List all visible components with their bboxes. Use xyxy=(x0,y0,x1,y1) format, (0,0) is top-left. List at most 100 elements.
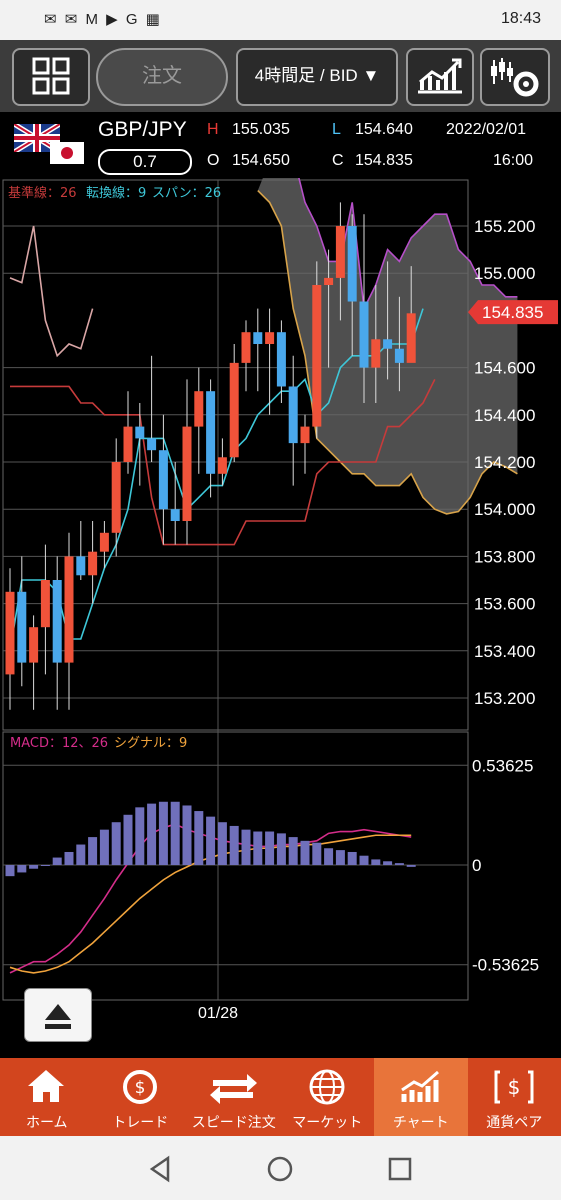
candle-body xyxy=(206,391,216,474)
macd-histogram-bar xyxy=(52,857,62,865)
candlestick xyxy=(88,521,98,604)
price-tick-label: 153.200 xyxy=(474,689,535,708)
candle-body xyxy=(229,362,239,458)
macd-histogram-bar xyxy=(194,811,204,865)
price-tick-label: 155.200 xyxy=(474,217,535,236)
candlestick xyxy=(241,320,251,392)
macd-histogram-bar xyxy=(206,816,216,865)
candle-body xyxy=(52,580,62,663)
spread-badge: 0.7 xyxy=(98,149,192,175)
candlestick xyxy=(300,414,310,474)
nav-chart[interactable]: チャート xyxy=(374,1058,468,1136)
timeframe-selector[interactable]: 4時間足 / BID ▼ xyxy=(236,48,398,106)
candlestick xyxy=(5,568,15,710)
senkou-span-b-line xyxy=(257,190,518,515)
candlestick xyxy=(123,391,133,474)
macd-histogram-bar xyxy=(99,829,109,865)
chart-settings-button[interactable] xyxy=(480,48,550,106)
price-tick-label: 153.800 xyxy=(474,547,535,566)
candlestick xyxy=(64,532,74,710)
candlestick xyxy=(76,521,86,580)
x-axis-label: 01/28 xyxy=(198,1005,238,1022)
nav-currency-pair[interactable]: $ 通貨ペア xyxy=(468,1058,561,1136)
price-tick-label: 153.400 xyxy=(474,642,535,661)
tenkan-line xyxy=(9,308,424,651)
macd-histogram-bar xyxy=(276,833,286,865)
system-navigation-bar xyxy=(0,1136,561,1200)
candle-body xyxy=(123,426,133,462)
nav-speed-order-label: スピード注文 xyxy=(191,1114,276,1130)
price-tick-label: 154.000 xyxy=(474,500,535,519)
svg-text:$: $ xyxy=(134,1078,145,1098)
candle-body xyxy=(406,313,416,363)
candle-body xyxy=(241,332,251,363)
macd-tick-label: 0 xyxy=(472,856,481,875)
home-circle-icon[interactable] xyxy=(265,1154,295,1184)
recents-icon[interactable] xyxy=(385,1154,415,1184)
candle-body xyxy=(253,332,263,344)
high-value: 155.035 xyxy=(232,121,290,138)
candle-body xyxy=(276,332,286,387)
macd-histogram-bar xyxy=(147,803,157,865)
grid-icon xyxy=(32,57,70,95)
current-price-label: 154.835 xyxy=(482,303,543,322)
price-tick-label: 154.400 xyxy=(474,406,535,425)
candle-body xyxy=(288,386,298,444)
macd-histogram-bar xyxy=(17,865,27,873)
candlestick xyxy=(182,379,192,545)
macd-histogram-bar xyxy=(347,851,357,865)
chart-type-button[interactable] xyxy=(406,48,474,106)
nav-speed-order[interactable]: スピード注文 xyxy=(187,1058,281,1136)
trade-icon: $ xyxy=(122,1070,157,1104)
candlestick xyxy=(29,615,39,710)
signal-legend: シグナル：9 xyxy=(114,736,187,751)
candle-body xyxy=(182,426,192,521)
macd-histogram-bar xyxy=(229,825,239,865)
collapse-panel-button[interactable] xyxy=(24,988,92,1042)
candle-settings-icon xyxy=(491,58,539,97)
candlestick xyxy=(383,261,393,380)
macd-tick-label: -0.53625 xyxy=(472,956,539,975)
macd-histogram-bar xyxy=(182,805,192,865)
macd-histogram-bar xyxy=(76,844,86,865)
candlestick xyxy=(135,403,145,486)
open-label: O xyxy=(207,152,220,169)
price-tick-label: 153.600 xyxy=(474,595,535,614)
back-icon[interactable] xyxy=(146,1154,176,1184)
price-chart[interactable]: 155.200 155.000 154.600 154.400 154.200 154.0… xyxy=(0,178,561,1058)
candlestick xyxy=(17,556,27,687)
timeframe-label: 4時間足 / BID xyxy=(254,66,358,85)
nav-market-label: マーケット xyxy=(292,1114,363,1130)
order-button[interactable]: 注文 xyxy=(96,48,228,106)
candle-body xyxy=(300,426,310,444)
macd-histogram-bar xyxy=(312,842,322,865)
candlestick xyxy=(158,414,168,545)
nav-home-label: ホーム xyxy=(25,1114,68,1130)
close-value: 154.835 xyxy=(355,152,413,169)
menu-grid-button[interactable] xyxy=(12,48,90,106)
nav-market[interactable]: マーケット xyxy=(281,1058,375,1136)
candlestick xyxy=(288,355,298,486)
price-tick-label: 154.200 xyxy=(474,453,535,472)
macd-histogram-bar xyxy=(170,801,180,865)
macd-histogram-bar xyxy=(29,865,39,869)
macd-histogram-bar xyxy=(383,861,393,865)
status-time: 18:43 xyxy=(500,10,541,27)
macd-histogram-bar xyxy=(135,807,145,865)
candle-body xyxy=(359,301,369,368)
nav-trade[interactable]: $ トレード xyxy=(94,1058,188,1136)
macd-histogram-bar xyxy=(217,822,227,865)
macd-histogram-bar xyxy=(359,855,369,865)
nav-trade-label: トレード xyxy=(112,1114,169,1130)
nav-home[interactable]: ホーム xyxy=(0,1058,94,1136)
macd-histogram-bar xyxy=(64,851,74,865)
candle-body xyxy=(394,348,404,363)
kijun-line xyxy=(10,379,436,546)
candlestick xyxy=(276,320,286,403)
low-label: L xyxy=(332,121,341,138)
gb-flag-icon xyxy=(14,124,60,152)
candlestick xyxy=(406,266,416,363)
low-value: 154.640 xyxy=(355,121,413,138)
senkou-span-a-line xyxy=(298,178,518,312)
macd-histogram-bar xyxy=(123,814,133,865)
